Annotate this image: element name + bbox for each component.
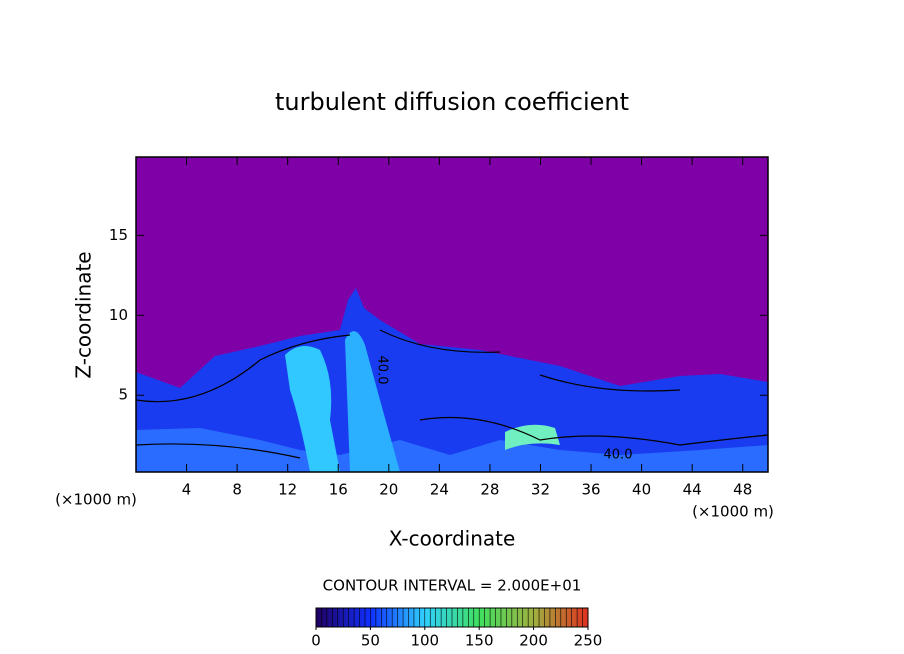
x-unit-label: (×1000 m) [692,503,774,521]
x-tick-label: 36 [581,481,600,499]
colorbar-tick-label: 150 [465,632,494,650]
x-tick-label: 32 [531,481,550,499]
contour-interval: CONTOUR INTERVAL = 2.000E+01 [323,577,582,595]
x-tick-label: 24 [430,481,449,499]
x-tick-label: 12 [278,481,297,499]
field [136,157,768,472]
y-tick-label: 15 [109,226,128,244]
plot-frame [135,156,769,473]
x-tick-label: 4 [182,481,192,499]
y-unit-label: (×1000 m) [55,491,137,509]
y-tick-label: 5 [118,386,128,404]
chart-title: turbulent diffusion coefficient [275,88,629,116]
x-tick-label: 40 [632,481,651,499]
colorbar-frame [315,607,589,628]
field-plume [285,346,340,472]
x-tick-label: 8 [232,481,242,499]
y-axis-label: Z-coordinate [72,251,96,378]
x-tick-label: 16 [329,481,348,499]
colorbar-tick-label: 250 [574,632,603,650]
field-plume [345,331,400,472]
field-region [136,428,768,472]
x-tick-label: 20 [379,481,398,499]
colorbar-tick-label: 100 [410,632,439,650]
contour-line [136,329,768,459]
y-tick-label: 10 [109,306,128,324]
x-tick-label: 28 [480,481,499,499]
x-tick-label: 48 [733,481,752,499]
field-region [136,288,768,472]
contour-label: 40.0 [604,448,633,463]
colorbar-tick-label: 0 [311,632,321,650]
x-axis-label: X-coordinate [389,527,516,551]
x-tick-label: 44 [683,481,702,499]
colorbar-tick-label: 50 [361,632,380,650]
contour-label: 40.0 [375,356,390,385]
colorbar-tick-label: 200 [519,632,548,650]
